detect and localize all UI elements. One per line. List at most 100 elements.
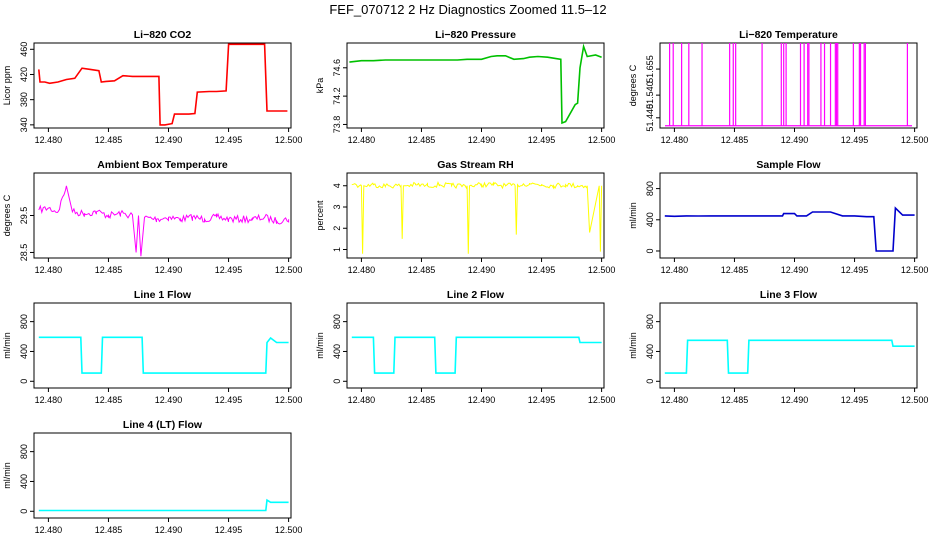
series-line <box>351 180 603 254</box>
x-tick-label: 12.490 <box>781 395 809 405</box>
y-axis-label: degrees C <box>628 64 638 106</box>
x-tick-label: 12.495 <box>841 135 869 145</box>
y-tick-label: 400 <box>19 344 29 359</box>
x-tick-label: 12.480 <box>348 135 376 145</box>
y-tick-label: 74.6 <box>332 59 342 77</box>
x-tick-label: 12.490 <box>155 525 183 535</box>
x-tick-label: 12.490 <box>781 135 809 145</box>
x-tick-label: 12.490 <box>155 395 183 405</box>
x-tick-label: 12.495 <box>528 265 556 275</box>
series-line <box>38 185 290 257</box>
y-axis-label: ml/min <box>315 332 325 359</box>
y-tick-label: 29.5 <box>19 207 29 225</box>
chart-2: Li−820 Pressure kPa 12.480 12.485 12.490 12.4… <box>315 29 615 145</box>
y-tick-label: 0 <box>19 379 29 384</box>
y-tick-label: 800 <box>645 181 655 196</box>
x-tick-label: 12.485 <box>95 265 123 275</box>
x-tick-label: 12.495 <box>215 395 243 405</box>
chart-title: Li−820 Temperature <box>739 29 838 41</box>
y-tick-label: 0 <box>645 248 655 253</box>
x-tick-label: 12.485 <box>408 395 436 405</box>
plot-frame <box>346 42 605 129</box>
x-tick-label: 12.490 <box>468 265 496 275</box>
x-tick-label: 12.480 <box>348 395 376 405</box>
x-tick-label: 12.480 <box>348 265 376 275</box>
x-tick-label: 12.500 <box>588 135 616 145</box>
x-tick-label: 12.500 <box>588 395 616 405</box>
x-tick-label: 12.490 <box>468 395 496 405</box>
x-tick-label: 12.500 <box>275 265 303 275</box>
plot-frame <box>659 42 918 129</box>
x-tick-label: 12.500 <box>901 135 929 145</box>
plot-frame <box>659 172 918 259</box>
x-tick-label: 12.480 <box>35 525 63 535</box>
y-axis-label: ml/min <box>628 202 638 229</box>
y-tick-label: 0 <box>645 379 655 384</box>
y-tick-label: 400 <box>19 474 29 489</box>
x-tick-label: 12.500 <box>275 395 303 405</box>
y-tick-label: 0 <box>332 379 342 384</box>
y-tick-label: 420 <box>19 67 29 82</box>
chart-6: Sample Flow ml/min 12.480 12.485 12.490 12.49… <box>628 159 928 275</box>
y-tick-label: 380 <box>19 92 29 107</box>
x-tick-label: 12.495 <box>841 265 869 275</box>
x-tick-label: 12.500 <box>588 265 616 275</box>
x-tick-label: 12.480 <box>661 395 689 405</box>
x-tick-label: 12.485 <box>408 135 436 145</box>
x-tick-label: 12.495 <box>215 265 243 275</box>
x-tick-label: 12.480 <box>661 265 689 275</box>
x-tick-label: 12.490 <box>468 135 496 145</box>
x-tick-label: 12.500 <box>275 525 303 535</box>
series-line <box>664 206 915 252</box>
y-axis-label: ml/min <box>628 332 638 359</box>
x-tick-label: 12.495 <box>215 525 243 535</box>
x-tick-label: 12.485 <box>721 135 749 145</box>
y-tick-label: 400 <box>645 344 655 359</box>
chart-title: Line 2 Flow <box>447 289 505 301</box>
x-tick-label: 12.485 <box>721 265 749 275</box>
chart-7: Line 1 Flow ml/min 12.480 12.485 12.490 12.49… <box>2 289 302 405</box>
x-tick-label: 12.500 <box>275 135 303 145</box>
y-tick-label: 0 <box>19 509 29 514</box>
plot-frame <box>33 432 292 519</box>
x-tick-label: 12.490 <box>155 265 183 275</box>
chart-4: Ambient Box Temperature degrees C 12.480 12… <box>2 159 302 275</box>
plot-frame <box>33 42 292 129</box>
x-tick-label: 12.480 <box>661 135 689 145</box>
y-tick-label: 2 <box>332 226 342 231</box>
y-tick-label: 800 <box>19 314 29 329</box>
y-axis-label: kPa <box>315 78 325 94</box>
chart-title: Li−820 Pressure <box>435 29 516 41</box>
y-tick-label: 73.8 <box>332 116 342 134</box>
x-tick-label: 12.485 <box>408 265 436 275</box>
chart-title: Gas Stream RH <box>437 159 513 171</box>
plot-frame <box>346 172 605 259</box>
figure-title: FEF_070712 2 Hz Diagnostics Zoomed 11.5–… <box>329 2 607 17</box>
y-tick-label: 51.655 <box>645 55 655 83</box>
chart-title: Line 3 Flow <box>760 289 818 301</box>
y-axis-label: percent <box>315 200 325 231</box>
series-line <box>38 43 288 126</box>
y-tick-label: 460 <box>19 42 29 57</box>
y-tick-label: 4 <box>332 183 342 188</box>
y-tick-label: 800 <box>645 314 655 329</box>
y-tick-label: 400 <box>645 212 655 227</box>
series-line <box>351 336 602 374</box>
x-tick-label: 12.500 <box>901 265 929 275</box>
y-tick-label: 51.440 <box>645 104 655 132</box>
y-tick-label: 800 <box>332 314 342 329</box>
x-tick-label: 12.480 <box>35 265 63 275</box>
y-axis-label: ml/min <box>2 462 12 489</box>
chart-3: Li−820 Temperature degrees C 12.480 12.485 1… <box>628 29 928 145</box>
x-tick-label: 12.495 <box>528 135 556 145</box>
chart-title: Ambient Box Temperature <box>97 159 228 171</box>
series-line <box>38 498 289 512</box>
chart-8: Line 2 Flow ml/min 12.480 12.485 12.490 12.49… <box>315 289 615 405</box>
y-tick-label: 74.2 <box>332 87 342 105</box>
x-tick-label: 12.500 <box>901 395 929 405</box>
plot-frame <box>33 302 292 389</box>
x-tick-label: 12.485 <box>95 525 123 535</box>
chart-title: Sample Flow <box>756 159 821 171</box>
chart-10: Line 4 (LT) Flow ml/min 12.480 12.485 12.490… <box>2 419 302 535</box>
